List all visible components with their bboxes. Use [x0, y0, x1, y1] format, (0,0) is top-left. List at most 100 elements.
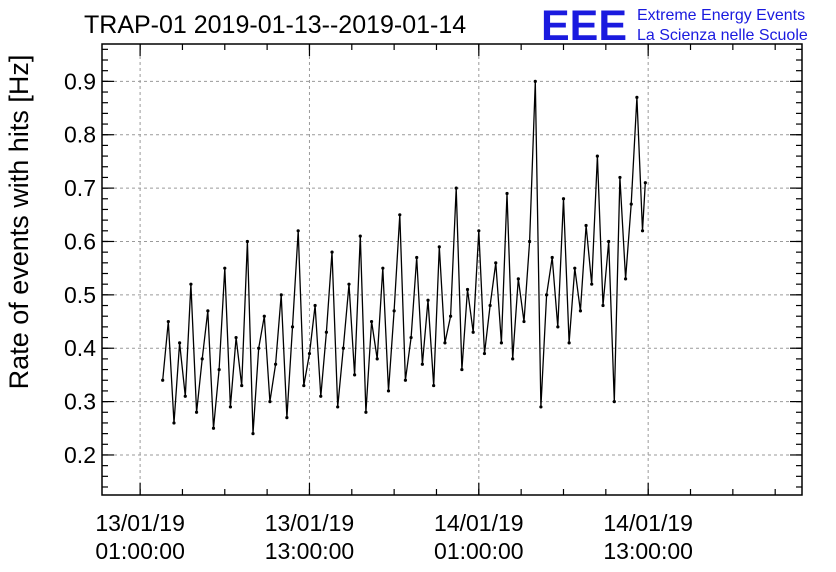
- data-point: [392, 309, 396, 313]
- data-point: [183, 394, 187, 398]
- data-point: [516, 277, 520, 281]
- data-point: [488, 303, 492, 308]
- data-point: [200, 357, 204, 361]
- data-point: [573, 266, 577, 270]
- data-point: [375, 357, 379, 361]
- data-point: [544, 293, 549, 297]
- data-point: [556, 325, 560, 329]
- data-point: [426, 298, 430, 302]
- data-point: [465, 287, 470, 292]
- data-point: [206, 309, 210, 313]
- y-tick-label: 0.8: [64, 122, 96, 148]
- y-axis-label: Rate of events with hits [Hz]: [4, 55, 34, 390]
- data-point: [211, 426, 216, 430]
- data-point: [273, 362, 278, 366]
- data-point: [618, 175, 622, 180]
- x-tick-date: 14/01/19: [434, 510, 524, 536]
- data-point: [341, 346, 345, 350]
- data-point: [533, 79, 537, 83]
- data-point: [477, 229, 481, 233]
- data-point: [369, 319, 374, 324]
- data-point: [522, 319, 526, 324]
- data-point: [643, 181, 647, 185]
- y-tick-label: 0.6: [64, 228, 96, 254]
- data-point: [640, 229, 645, 233]
- data-point: [240, 383, 244, 388]
- data-point: [403, 378, 408, 382]
- data-point: [285, 416, 289, 420]
- data-point: [347, 282, 351, 286]
- data-point: [528, 239, 532, 244]
- y-axis-tick-labels: 0.2 0.3 0.4 0.5 0.6 0.7 0.8 0.9: [64, 68, 96, 468]
- data-point: [629, 202, 633, 206]
- data-point: [223, 266, 227, 270]
- data-point: [166, 319, 170, 324]
- data-point: [307, 351, 312, 356]
- data-point: [409, 335, 413, 340]
- data-point: [437, 245, 441, 249]
- data-point: [505, 191, 509, 196]
- data-point: [262, 314, 266, 318]
- data-point: [245, 239, 249, 244]
- data-point: [268, 399, 272, 404]
- x-tick-time: 01:00:00: [434, 538, 524, 564]
- data-point: [279, 293, 283, 297]
- chart-title: TRAP-01 2019-01-13--2019-01-14: [84, 11, 466, 39]
- x-tick-date: 14/01/19: [603, 510, 693, 536]
- data-point: [194, 410, 199, 414]
- data-point: [578, 309, 583, 313]
- plot-frame: [101, 43, 803, 496]
- data-point: [623, 277, 628, 281]
- data-point: [420, 362, 424, 366]
- data-point: [590, 282, 594, 286]
- data-point: [561, 197, 566, 201]
- data-point: [381, 266, 385, 270]
- data-point: [189, 282, 193, 286]
- y-tick-label: 0.4: [64, 335, 96, 361]
- eee-logo-line1: Extreme Energy Events: [637, 7, 805, 24]
- eee-logo-line2: La Scienza nelle Scuole: [637, 27, 808, 44]
- data-point: [494, 261, 498, 265]
- data-point: [358, 234, 362, 238]
- data-point: [511, 357, 515, 361]
- data-point: [336, 405, 340, 409]
- eee-logo: EEE Extreme Energy Events La Scienza nel…: [541, 2, 808, 50]
- data-point: [251, 432, 255, 436]
- data-point: [302, 383, 306, 388]
- data-point: [234, 335, 238, 340]
- data-point: [607, 239, 611, 244]
- data-point: [161, 378, 165, 382]
- data-point: [290, 325, 295, 329]
- data-point: [584, 223, 588, 228]
- data-point: [228, 405, 233, 409]
- data-point: [319, 394, 323, 398]
- series-rate: [161, 79, 647, 436]
- data-point: [448, 314, 453, 318]
- y-tick-label: 0.7: [64, 175, 96, 201]
- data-point: [499, 341, 503, 345]
- data-point: [539, 405, 543, 409]
- x-tick-time: 13:00:00: [603, 538, 693, 564]
- data-point: [324, 330, 328, 334]
- data-point: [635, 95, 639, 99]
- data-point: [364, 410, 368, 414]
- x-tick-date: 13/01/19: [265, 510, 355, 536]
- data-point: [550, 255, 554, 260]
- data-point: [482, 351, 487, 356]
- x-axis-tick-labels: 13/01/1901:00:0013/01/1913:00:0014/01/19…: [95, 510, 693, 564]
- data-point: [386, 389, 391, 393]
- data-point: [567, 341, 571, 345]
- grid-lines: [102, 44, 802, 495]
- data-point: [454, 186, 458, 190]
- data-point: [172, 421, 176, 425]
- axis-ticks: [102, 44, 802, 495]
- data-point: [443, 341, 447, 345]
- data-point: [257, 346, 261, 350]
- data-point: [178, 341, 182, 345]
- data-point: [313, 303, 317, 308]
- data-point: [217, 367, 221, 372]
- data-point: [601, 303, 605, 308]
- data-point: [471, 330, 475, 334]
- y-tick-label: 0.3: [64, 389, 96, 415]
- eee-logo-letters: EEE: [541, 2, 627, 50]
